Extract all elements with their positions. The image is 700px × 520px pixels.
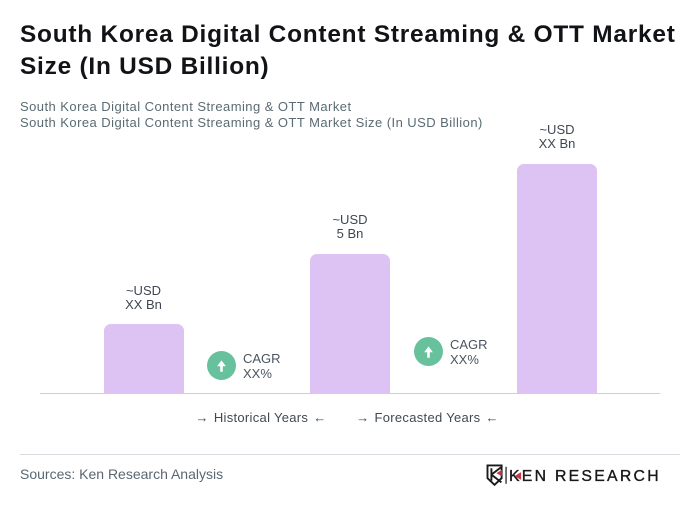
svg-text:KEN RESEARCH: KEN RESEARCH <box>509 468 661 485</box>
